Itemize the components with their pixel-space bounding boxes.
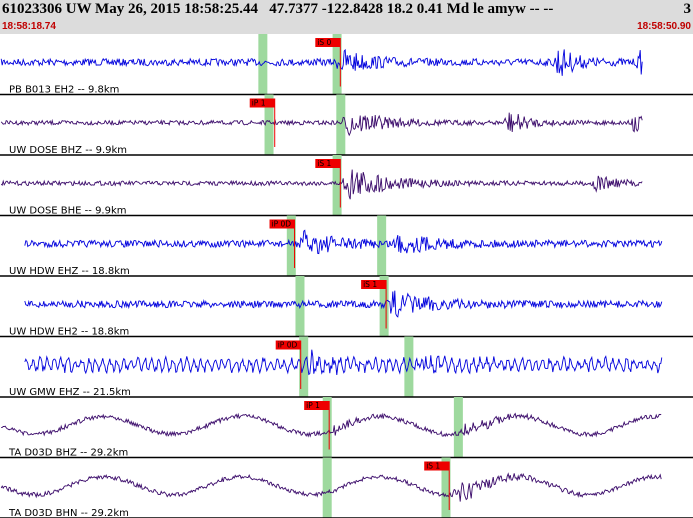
pick-window-band — [264, 94, 274, 155]
trace-panel[interactable]: iP 0D UW HDW EHZ -- 18.8km — [9, 215, 663, 278]
pick-flag[interactable] — [315, 38, 341, 47]
pick-flag[interactable] — [315, 159, 341, 168]
pick-label: iS 1 — [363, 280, 377, 289]
event-number-badge: 3 — [683, 1, 692, 17]
pick-label: iS 1 — [426, 462, 440, 471]
station-label: UW GMW EHZ -- 21.5km — [9, 387, 131, 398]
waveform-trace — [24, 349, 663, 376]
station-label: UW DOSE BHE -- 9.9km — [9, 206, 127, 217]
pick-label: iP 0D — [278, 341, 298, 350]
pick-label: iP 1 — [252, 99, 266, 108]
trace-panel[interactable]: iP 0D UW GMW EHZ -- 21.5km — [9, 336, 663, 399]
station-label: PB B013 EH2 -- 9.8km — [9, 85, 119, 96]
pick-window-band — [332, 155, 342, 216]
trace-panel[interactable]: iP 1 UW DOSE BHZ -- 9.9km — [0, 94, 643, 157]
waveform-trace — [24, 290, 663, 318]
station-label: TA D03D BHZ -- 29.2km — [8, 448, 128, 459]
pick-window-band — [404, 336, 414, 397]
pick-flag[interactable] — [249, 98, 275, 108]
waveform-trace — [1, 412, 662, 438]
pick-window-band — [336, 94, 346, 155]
station-label: UW HDW EHZ -- 18.8km — [9, 266, 130, 277]
station-label: UW DOSE BHZ -- 9.9km — [9, 145, 127, 156]
pick-label: iP 0D — [272, 220, 292, 229]
pick-window-band — [332, 34, 342, 95]
window-start-time: 18:58:18.74 — [2, 21, 56, 32]
waveform-trace — [0, 169, 643, 200]
pick-flag[interactable] — [275, 340, 301, 350]
event-header: 61023306 UW May 26, 2015 18:58:25.44 47.… — [0, 0, 693, 34]
window-end-time: 18:58:50.90 — [637, 21, 691, 32]
pick-flag[interactable] — [269, 219, 295, 229]
trace-panel[interactable]: iS 1 UW DOSE BHE -- 9.9km — [0, 155, 643, 217]
waveform-trace — [24, 229, 663, 255]
pick-label: iS 0 — [317, 38, 331, 47]
waveform-trace — [0, 472, 662, 502]
station-label: UW HDW EH2 -- 18.8km — [9, 327, 129, 338]
waveform-panel[interactable]: iS 0 PB B013 EH2 -- 9.8km iP 1 UW DOSE BHZ … — [0, 34, 693, 518]
pick-flag[interactable] — [361, 280, 387, 289]
pick-window-band — [322, 457, 332, 518]
waveform-trace — [0, 48, 643, 76]
pick-window-band — [377, 215, 387, 276]
pick-flag[interactable] — [304, 401, 330, 410]
trace-panel[interactable]: iS 0 PB B013 EH2 -- 9.8km — [0, 34, 643, 96]
pick-label: iS 1 — [317, 159, 331, 168]
station-label: TA D03D BHN -- 29.2km — [8, 508, 129, 518]
pick-window-band — [295, 276, 305, 337]
waveform-trace — [0, 112, 643, 137]
trace-panel[interactable]: iS 1 UW HDW EH2 -- 18.8km — [9, 276, 663, 338]
pick-window-band — [322, 397, 332, 458]
pick-flag[interactable] — [424, 461, 450, 471]
pick-window-band — [441, 457, 451, 518]
pick-label: iP 1 — [306, 401, 320, 410]
pick-window-band — [453, 397, 463, 458]
trace-panel[interactable]: iP 1 TA D03D BHZ -- 29.2km — [1, 397, 662, 459]
trace-panel[interactable]: iS 1 TA D03D BHN -- 29.2km — [0, 457, 662, 518]
pick-window-band — [286, 215, 296, 276]
event-title: 61023306 UW May 26, 2015 18:58:25.44 47.… — [2, 1, 554, 17]
